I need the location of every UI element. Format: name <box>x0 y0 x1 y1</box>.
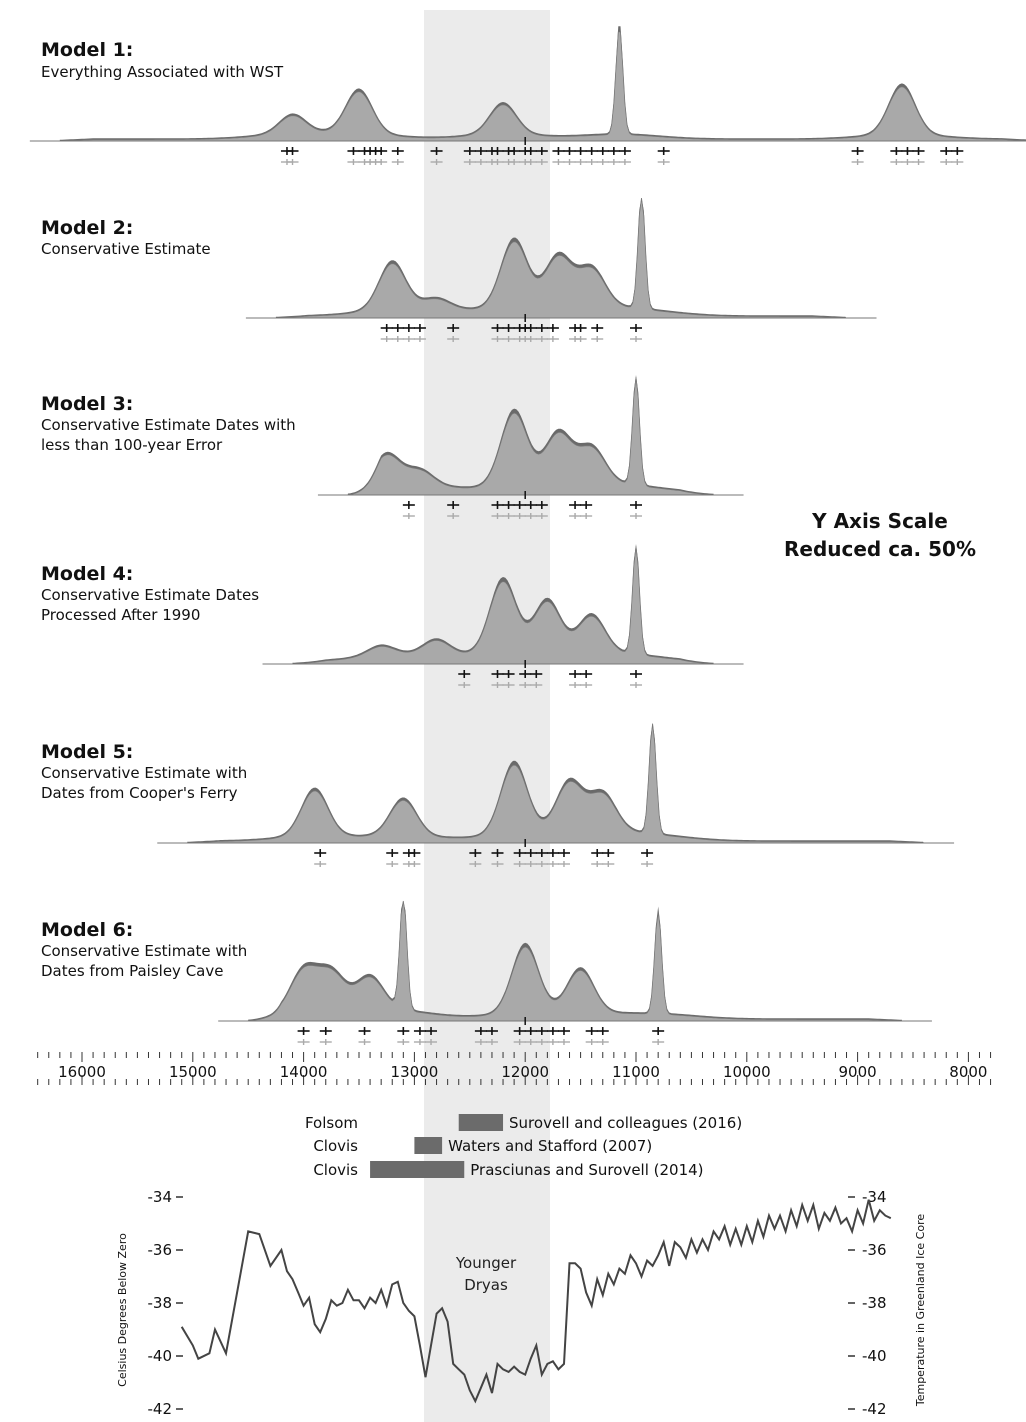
culture-source: Prasciunas and Surovell (2014) <box>470 1161 703 1179</box>
model1-subtitle: Everything Associated with WST <box>41 63 284 81</box>
model5-subtitle-2: Dates from Cooper's Ferry <box>41 784 238 802</box>
culture-bar <box>370 1161 465 1178</box>
time-axis-label: 10000 <box>723 1063 771 1081</box>
time-axis-label: 8000 <box>949 1063 987 1081</box>
younger-dryas-label-1: Younger <box>455 1254 517 1272</box>
younger-dryas-band <box>424 10 550 1422</box>
model3-title: Model 3: <box>41 393 133 415</box>
model4-subtitle-2: Processed After 1990 <box>41 606 200 624</box>
time-axis-label: 13000 <box>391 1063 439 1081</box>
time-axis-label: 9000 <box>839 1063 877 1081</box>
temp-right-tick-label: -34 <box>862 1188 887 1206</box>
time-axis-label: 14000 <box>280 1063 328 1081</box>
temp-right-tick-label: -42 <box>862 1400 887 1418</box>
temperature-series-line <box>180 1199 892 1404</box>
time-axis-label: 16000 <box>58 1063 106 1081</box>
model5-subtitle-1: Conservative Estimate with <box>41 764 247 782</box>
model2-subtitle: Conservative Estimate <box>41 240 211 258</box>
model3-density <box>347 377 715 496</box>
y-scale-note-line1: Y Axis Scale <box>811 509 948 533</box>
model5-density <box>186 723 925 844</box>
temp-right-tick-label: -36 <box>862 1241 887 1259</box>
model4-density <box>292 546 715 665</box>
younger-dryas-label-2: Dryas <box>464 1276 508 1294</box>
temp-left-tick-label: -34 <box>148 1188 173 1206</box>
temp-left-tick-label: -40 <box>148 1347 173 1365</box>
model1-density <box>59 31 1026 142</box>
temp-left-tick-label: -36 <box>148 1241 173 1259</box>
culture-bars: Folsom Surovell and colleagues (2016) Clov… <box>305 1114 742 1179</box>
model1-title: Model 1: <box>41 39 133 61</box>
time-axis-label: 11000 <box>612 1063 660 1081</box>
time-axis-label: 15000 <box>169 1063 217 1081</box>
density-models <box>29 26 1026 1025</box>
model4-title: Model 4: <box>41 563 133 585</box>
culture-label: Clovis <box>313 1161 358 1179</box>
model6-density <box>247 900 903 1022</box>
culture-bar <box>458 1114 504 1131</box>
temp-left-tick-label: -38 <box>148 1294 173 1312</box>
model6-subtitle-1: Conservative Estimate with <box>41 942 247 960</box>
culture-label: Folsom <box>305 1114 358 1132</box>
model3-subtitle-1: Conservative Estimate Dates with <box>41 416 296 434</box>
time-axis-label: 12000 <box>501 1063 549 1081</box>
culture-label: Clovis <box>313 1137 358 1155</box>
date-markers <box>280 147 964 1045</box>
model5-title: Model 5: <box>41 741 133 763</box>
model6-title: Model 6: <box>41 919 133 941</box>
temp-left-tick-label: -42 <box>148 1400 173 1418</box>
time-axis: 16000 15000 14000 13000 12000 11000 10000 9000 8… <box>37 1052 992 1085</box>
y-scale-note-line2: Reduced ca. 50% <box>784 537 976 561</box>
temp-left-axis-label: Celsius Degrees Below Zero <box>116 1233 129 1387</box>
culture-bar <box>414 1137 443 1154</box>
temp-right-axis-label: Temperature in Greenland Ice Core <box>914 1214 927 1408</box>
model6-subtitle-2: Dates from Paisley Cave <box>41 962 223 980</box>
model3-subtitle-2: less than 100-year Error <box>41 436 223 454</box>
temp-right-tick-label: -38 <box>862 1294 887 1312</box>
model2-title: Model 2: <box>41 217 133 239</box>
model4-subtitle-1: Conservative Estimate Dates <box>41 586 259 604</box>
temp-right-tick-label: -40 <box>862 1347 887 1365</box>
culture-source: Waters and Stafford (2007) <box>448 1137 652 1155</box>
culture-source: Surovell and colleagues (2016) <box>509 1114 742 1132</box>
model2-density <box>275 197 847 319</box>
